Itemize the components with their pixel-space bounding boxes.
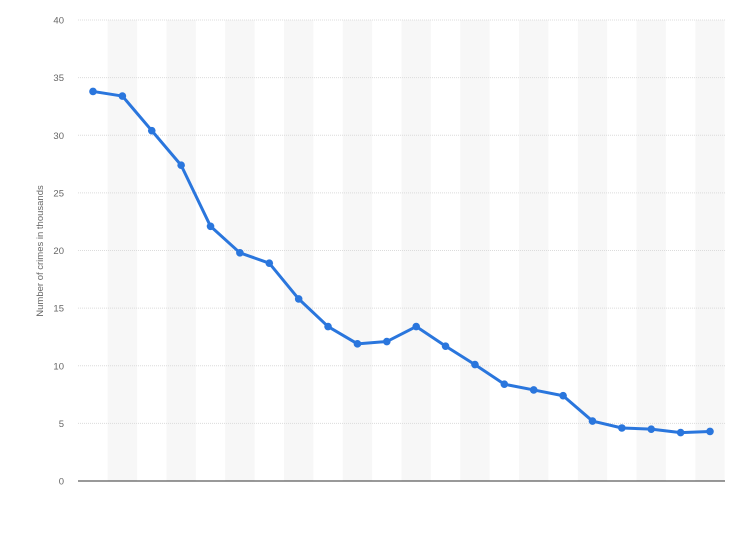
y-tick-label: 20	[53, 246, 64, 257]
y-tick-label: 25	[53, 188, 64, 199]
data-point	[353, 340, 362, 348]
data-point	[89, 87, 97, 96]
data-point	[441, 342, 450, 350]
column-band	[342, 20, 373, 481]
y-tick-label: 0	[59, 477, 64, 488]
data-point	[294, 295, 303, 303]
data-point	[471, 360, 479, 369]
data-point	[529, 386, 538, 394]
y-tick-label: 10	[53, 361, 64, 372]
data-point	[118, 92, 127, 100]
data-point	[324, 322, 332, 331]
data-point	[177, 161, 185, 170]
series-layer	[89, 87, 714, 437]
series-line	[91, 89, 712, 435]
y-tick-label: 30	[53, 131, 64, 142]
y-axis-ticks: 0 5 10 15 20 25 30 35 40	[53, 16, 64, 488]
data-point	[559, 391, 567, 400]
column-band	[636, 20, 666, 481]
y-tick-label: 35	[53, 73, 64, 84]
data-point	[236, 249, 244, 257]
data-point	[588, 417, 597, 425]
data-point	[500, 380, 509, 388]
data-point	[647, 425, 656, 433]
data-point	[412, 322, 420, 331]
data-point	[147, 126, 156, 135]
data-point	[618, 424, 626, 432]
data-point	[706, 427, 714, 436]
data-point	[265, 259, 274, 267]
y-axis-label: Number of crimes in thousands	[35, 185, 46, 317]
column-band	[519, 20, 549, 481]
data-point	[676, 428, 685, 437]
data-point	[383, 337, 391, 346]
data-point	[206, 222, 215, 231]
y-tick-label: 5	[59, 419, 64, 430]
y-tick-label: 40	[53, 16, 64, 27]
y-tick-label: 15	[53, 304, 64, 315]
